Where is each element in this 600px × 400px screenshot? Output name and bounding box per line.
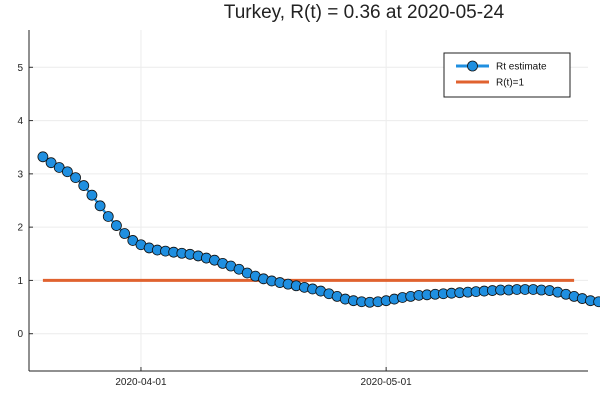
- tick-labels: 0 1 2 3 4 5 2020-04-01 2020-05-01: [17, 63, 412, 388]
- legend: Rt estimate R(t)=1: [443, 52, 571, 98]
- legend-box: [443, 52, 571, 98]
- legend-label-reference: R(t)=1: [496, 78, 525, 89]
- y-tick-label: 4: [17, 116, 23, 127]
- rt-point: [37, 151, 49, 163]
- y-tick-label: 3: [17, 169, 23, 180]
- rt-point: [78, 180, 90, 191]
- rt-point: [45, 157, 57, 169]
- rt-point: [102, 211, 114, 222]
- x-tick-label: 2020-04-01: [115, 377, 167, 388]
- rt-point: [119, 228, 131, 239]
- rt-point: [62, 166, 73, 178]
- legend-label-rt-estimate: Rt estimate: [496, 62, 547, 73]
- y-tick-label: 1: [17, 276, 23, 287]
- chart-title: Turkey, R(t) = 0.36 at 2020-05-24: [224, 2, 505, 23]
- rt-point: [593, 296, 600, 308]
- x-tick-label: 2020-05-01: [361, 377, 413, 388]
- axes: [28, 30, 588, 372]
- rt-point: [111, 220, 122, 231]
- y-tick-label: 2: [17, 223, 23, 234]
- legend-marker-rt-estimate: [467, 60, 478, 72]
- y-tick-label: 5: [17, 63, 23, 74]
- rt-point: [70, 172, 81, 183]
- rt-point: [94, 200, 106, 212]
- rt-point: [86, 189, 98, 201]
- y-tick-label: 0: [17, 329, 23, 340]
- series-layer: [37, 151, 600, 308]
